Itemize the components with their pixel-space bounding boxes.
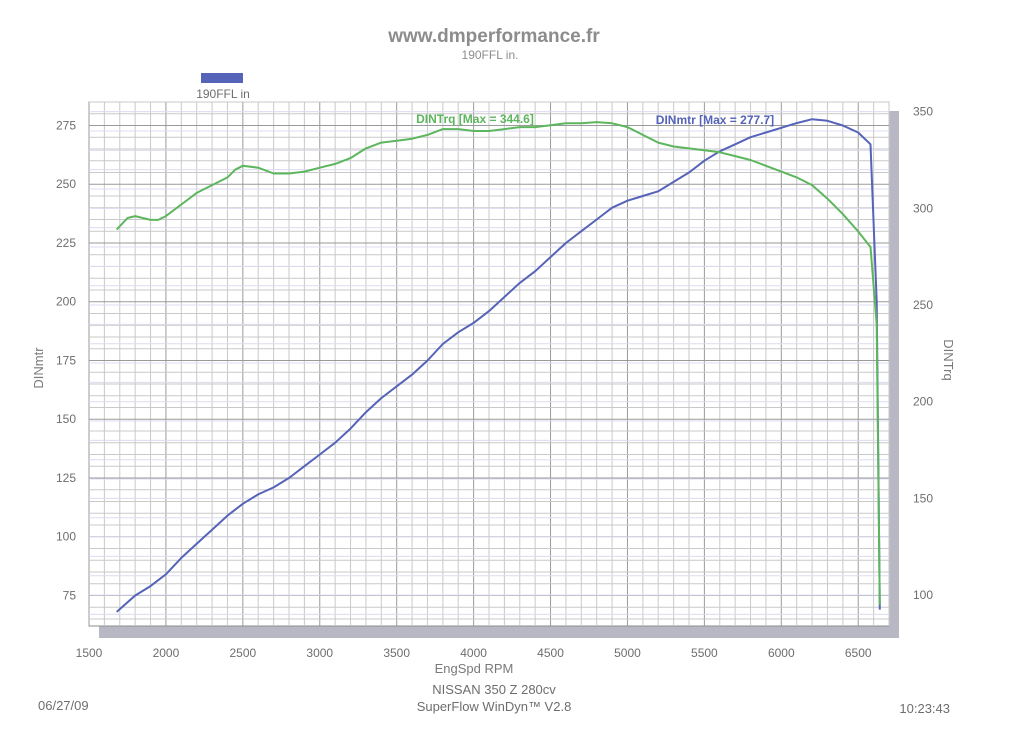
y-left-tick-label: 225: [56, 236, 76, 250]
footer-software: SuperFlow WinDyn™ V2.8: [417, 699, 572, 714]
y-axis-left-label: DINmtr: [31, 347, 46, 389]
chart-title: www.dmperformance.fr: [387, 26, 600, 47]
y-left-tick-label: 175: [56, 353, 76, 367]
x-tick-label: 5000: [614, 646, 641, 660]
y-right-tick-label: 150: [913, 491, 933, 505]
x-tick-label: 1500: [76, 646, 103, 660]
legend-swatch: [201, 73, 243, 83]
y-right-tick-label: 200: [913, 395, 933, 409]
grid: [88, 101, 890, 626]
x-tick-label: 6000: [768, 646, 795, 660]
y-left-tick-label: 125: [56, 471, 76, 485]
y-right-tick-label: 250: [913, 298, 933, 312]
x-axis-label: EngSpd RPM: [435, 661, 514, 676]
x-tick-label: 6500: [845, 646, 872, 660]
series-line-dintrq: [115, 121, 881, 605]
x-tick-label: 4500: [537, 646, 564, 660]
series: [115, 118, 881, 613]
x-tick-label: 5500: [691, 646, 718, 660]
plot-shadow-right: [889, 111, 899, 638]
x-tick-label: 4000: [460, 646, 487, 660]
y-left-tick-label: 250: [56, 177, 76, 191]
footer-time: 10:23:43: [899, 701, 950, 716]
x-tick-label: 2500: [229, 646, 256, 660]
y-left-tick-label: 150: [56, 412, 76, 426]
footer-vehicle: NISSAN 350 Z 280cv: [432, 682, 556, 697]
annotation-dinmtr-max: DINmtr [Max = 277.7]: [656, 113, 774, 127]
chart-subtitle: 190FFL in.: [462, 48, 519, 62]
series-line-dinmtr: [116, 118, 881, 613]
ticks: 1500 2000 2500 3000 3500 4000 4500 5000 5500 6000…: [56, 105, 933, 660]
y-right-tick-label: 300: [913, 201, 933, 215]
y-right-tick-label: 100: [913, 588, 933, 602]
footer-date: 06/27/09: [38, 698, 89, 713]
y-left-tick-label: 100: [56, 530, 76, 544]
y-left-tick-label: 75: [63, 588, 77, 602]
y-right-tick-label: 350: [913, 105, 933, 119]
x-tick-label: 3500: [383, 646, 410, 660]
x-tick-label: 3000: [306, 646, 333, 660]
legend-label: 190FFL in: [196, 87, 250, 101]
annotations: DINTrq [Max = 344.6] DINmtr [Max = 277.7]: [416, 112, 774, 127]
y-left-tick-label: 200: [56, 295, 76, 309]
y-left-tick-label: 275: [56, 118, 76, 132]
plot-shadow-bottom: [99, 626, 899, 638]
x-tick-label: 2000: [153, 646, 180, 660]
y-axis-right-label: DINTrq: [941, 339, 956, 380]
annotation-dintrq-max: DINTrq [Max = 344.6]: [416, 112, 534, 126]
